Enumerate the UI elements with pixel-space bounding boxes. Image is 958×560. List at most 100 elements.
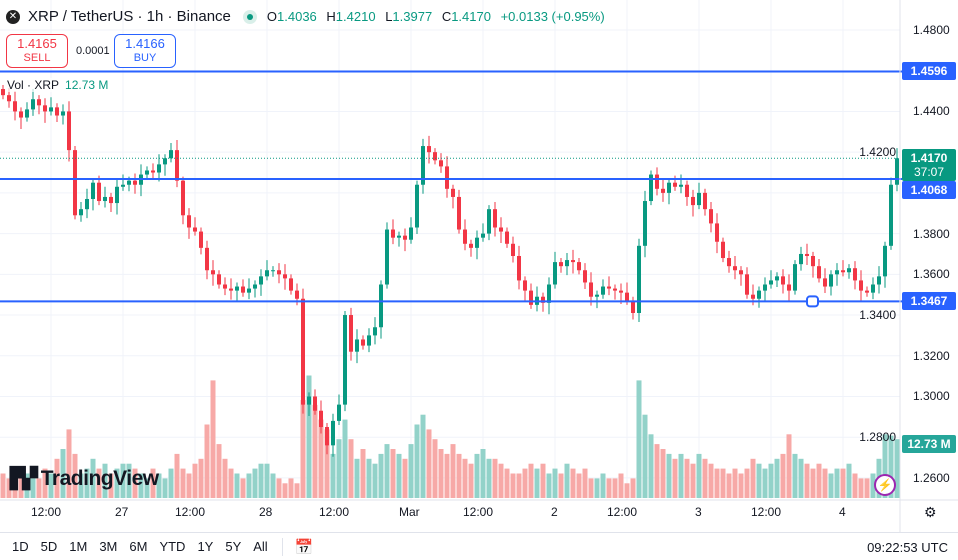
volume-bar: [390, 449, 396, 498]
candle-body: [613, 288, 617, 291]
candle-body: [763, 284, 767, 291]
volume-bar: [504, 468, 510, 498]
lightning-icon[interactable]: ⚡: [874, 474, 896, 496]
candle-body: [871, 284, 875, 293]
range-ytd[interactable]: YTD: [159, 539, 186, 554]
candle-body: [439, 160, 443, 167]
range-5y[interactable]: 5Y: [225, 539, 242, 554]
candle-body: [883, 245, 887, 277]
candle-body: [559, 262, 563, 267]
candle-body: [499, 227, 503, 232]
volume-bar: [498, 463, 504, 498]
range-1y[interactable]: 1Y: [197, 539, 214, 554]
candle-body: [745, 274, 749, 295]
range-3m[interactable]: 3M: [99, 539, 118, 554]
volume-bar: [216, 444, 222, 498]
candle-body: [823, 278, 827, 287]
candle-body: [7, 95, 11, 102]
candle-body: [787, 284, 791, 291]
price-tick: 1.3000: [913, 389, 950, 404]
candle-body: [121, 184, 125, 187]
range-1m[interactable]: 1M: [69, 539, 88, 554]
volume-bar: [270, 473, 276, 498]
volume-bar: [594, 478, 600, 498]
volume-bar: [324, 429, 330, 498]
candle-body: [91, 182, 95, 199]
time-tick: 12:00: [175, 505, 206, 519]
price-chart[interactable]: [0, 0, 958, 532]
volume-legend[interactable]: Vol · XRP 12.73 M: [7, 78, 109, 92]
volume-bar: [90, 458, 96, 498]
tradingview-logo[interactable]: ▛▞ TradingView: [10, 466, 159, 491]
candle-body: [751, 294, 755, 299]
sell-button[interactable]: 1.4165 SELL: [6, 34, 68, 68]
range-6m[interactable]: 6M: [129, 539, 148, 554]
candle-body: [283, 274, 287, 279]
candle-body: [253, 284, 257, 289]
price-tick: 1.3600: [913, 267, 950, 282]
volume-bar: [78, 473, 84, 498]
volume-bar: [546, 473, 552, 498]
volume-bar: [120, 463, 126, 498]
candle-body: [187, 215, 191, 228]
high-value: 1.4210: [335, 9, 376, 24]
volume-bar: [534, 468, 540, 498]
volume-bar: [858, 478, 864, 498]
range-5d[interactable]: 5D: [40, 539, 58, 554]
candle-body: [685, 184, 689, 197]
candle-body: [475, 237, 479, 248]
volume-bar: [294, 483, 300, 498]
candle-body: [649, 174, 653, 202]
candle-body: [55, 107, 59, 116]
volume-bar: [288, 478, 294, 498]
symbol-title[interactable]: XRP / TetherUS · 1h · Binance: [28, 8, 231, 25]
volume-bar: [144, 478, 150, 498]
volume-bar: [864, 478, 870, 498]
candle-body: [655, 174, 659, 189]
volume-bar: [150, 468, 156, 498]
candle-body: [199, 231, 203, 248]
gear-icon[interactable]: ⚙: [924, 504, 937, 520]
buy-button[interactable]: 1.4166 BUY: [114, 34, 176, 68]
volume-bar: [192, 463, 198, 498]
candle-body: [313, 396, 317, 411]
candle-body: [493, 209, 497, 228]
volume-bar: [486, 458, 492, 498]
volume-bar: [264, 463, 270, 498]
candle-body: [79, 209, 83, 216]
clock-time[interactable]: 09:22:53 UTC: [867, 540, 948, 555]
volume-bar: [774, 458, 780, 498]
time-tick: 12:00: [319, 505, 350, 519]
candle-body: [247, 288, 251, 293]
range-all[interactable]: All: [253, 539, 268, 554]
volume-bar: [582, 468, 588, 498]
volume-bar: [126, 463, 132, 498]
candle-body: [733, 266, 737, 271]
volume-bar: [42, 468, 48, 498]
candle-body: [433, 152, 437, 161]
candle-body: [403, 235, 407, 240]
volume-bar: [654, 444, 660, 498]
calendar-goto-icon[interactable]: 📅: [294, 538, 314, 556]
candle-body: [799, 253, 803, 265]
candle-body: [289, 278, 293, 291]
candle-body: [163, 158, 167, 165]
volume-bar: [96, 468, 102, 498]
candle-body: [277, 270, 281, 275]
candle-body: [295, 290, 299, 299]
candle-body: [271, 270, 275, 272]
volume-bar: [480, 449, 486, 498]
volume-bar: [708, 463, 714, 498]
volume-bar: [450, 444, 456, 498]
candle-body: [343, 315, 347, 405]
range-1d[interactable]: 1D: [12, 539, 29, 554]
candle-body: [607, 286, 611, 289]
candle-body: [853, 268, 857, 281]
candle-body: [889, 184, 893, 246]
candle-body: [841, 270, 845, 273]
candle-body: [673, 182, 677, 187]
volume-bar: [198, 458, 204, 498]
time-tick: Mar: [399, 505, 420, 519]
time-tick: 27: [115, 505, 129, 519]
volume-bar: [642, 414, 648, 498]
